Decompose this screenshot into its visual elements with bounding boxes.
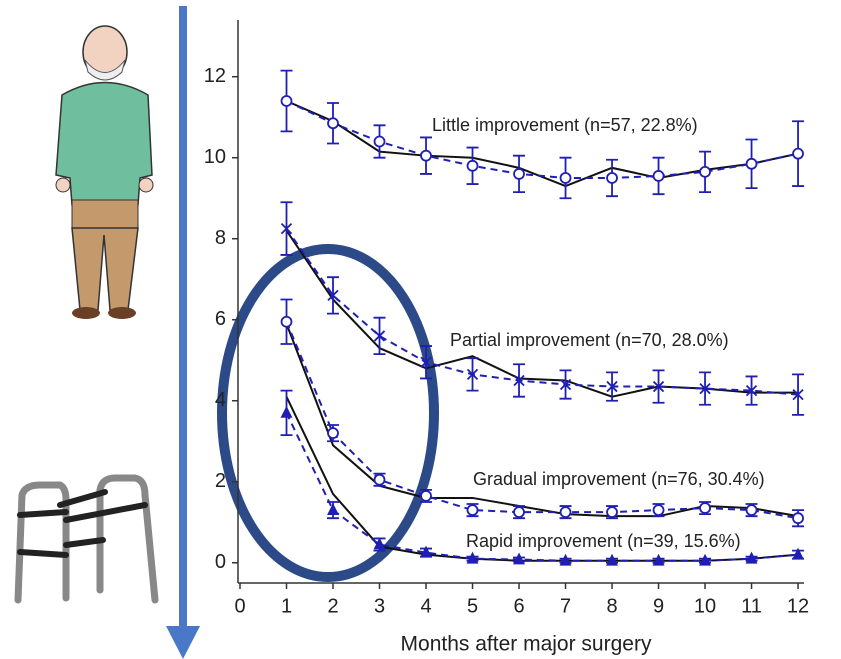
group: Partial improvement (n=70, 28.0%) xyxy=(281,202,805,415)
data-point xyxy=(282,96,292,106)
figure: 0246810120123456789101112Months after ma… xyxy=(0,0,841,659)
y-tick-label: 0 xyxy=(215,551,226,573)
data-point xyxy=(793,513,803,523)
elderly-man-illustration xyxy=(56,26,153,319)
group: Little improvement (n=57, 22.8%) xyxy=(281,71,805,199)
data-point xyxy=(468,505,478,515)
data-point xyxy=(514,507,524,517)
y-tick-label: 10 xyxy=(204,146,226,168)
y-tick-label: 12 xyxy=(204,65,226,87)
x-tick-label: 7 xyxy=(560,595,571,617)
x-tick-label: 9 xyxy=(653,595,664,617)
data-point xyxy=(654,505,664,515)
observed-line xyxy=(287,101,799,178)
data-point xyxy=(514,169,524,179)
y-tick-label: 2 xyxy=(215,470,226,492)
x-tick-label: 4 xyxy=(420,595,431,617)
highlight-ellipse xyxy=(222,249,434,577)
data-point xyxy=(747,554,756,563)
data-point xyxy=(654,171,664,181)
x-tick-label: 6 xyxy=(513,595,524,617)
data-point xyxy=(329,505,338,514)
data-point xyxy=(375,137,385,147)
data-point xyxy=(561,556,570,565)
y-tick-label: 6 xyxy=(215,308,226,330)
group-label: Little improvement (n=57, 22.8%) xyxy=(432,115,698,135)
y-tick-label: 4 xyxy=(215,389,226,411)
group-label: Rapid improvement (n=39, 15.6%) xyxy=(466,531,741,551)
data-point xyxy=(375,540,384,549)
x-tick-label: 11 xyxy=(741,595,762,617)
data-point xyxy=(700,167,710,177)
x-tick-label: 1 xyxy=(281,595,292,617)
x-tick-label: 0 xyxy=(234,595,245,617)
data-point xyxy=(515,555,524,564)
group-label: Gradual improvement (n=76, 30.4%) xyxy=(473,469,765,489)
group-label: Partial improvement (n=70, 28.0%) xyxy=(450,330,729,350)
data-point xyxy=(375,475,385,485)
x-tick-label: 2 xyxy=(327,595,338,617)
data-point xyxy=(701,556,710,565)
data-point xyxy=(421,151,431,161)
data-point xyxy=(700,503,710,513)
y-tick-label: 8 xyxy=(215,227,226,249)
data-point xyxy=(421,491,431,501)
data-point xyxy=(282,317,292,327)
data-point xyxy=(747,159,757,169)
x-tick-label: 12 xyxy=(787,595,809,617)
data-point xyxy=(608,556,617,565)
data-point xyxy=(561,173,571,183)
data-point xyxy=(561,507,571,517)
x-tick-label: 10 xyxy=(694,595,716,617)
data-point xyxy=(607,507,617,517)
data-point xyxy=(468,554,477,563)
walker-illustration xyxy=(18,478,155,600)
data-point xyxy=(747,505,757,515)
data-point xyxy=(282,408,291,417)
x-tick-label: 8 xyxy=(606,595,617,617)
time-arrow xyxy=(166,6,200,659)
data-point xyxy=(328,428,338,438)
x-tick-label: 3 xyxy=(374,595,385,617)
data-point xyxy=(328,118,338,128)
data-point xyxy=(654,556,663,565)
data-point xyxy=(607,173,617,183)
x-axis-label: Months after major surgery xyxy=(401,633,652,656)
data-point xyxy=(468,161,478,171)
x-tick-label: 5 xyxy=(467,595,478,617)
data-point xyxy=(793,149,803,159)
